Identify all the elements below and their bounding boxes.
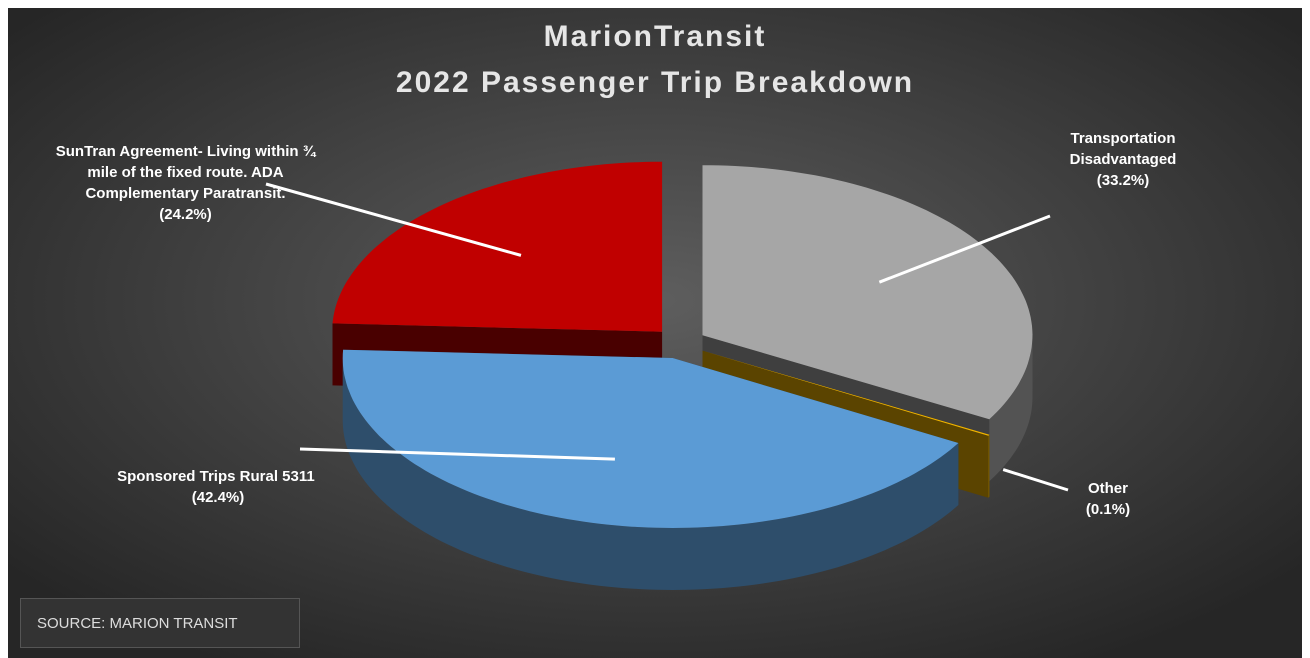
data-label: Transportation Disadvantaged (33.2%) <box>1038 128 1208 191</box>
chart-canvas <box>8 8 1302 658</box>
slice-side <box>989 335 1033 482</box>
leader-line <box>1002 468 1069 492</box>
value-label: (0.1%) <box>1085 501 1131 518</box>
category-label: Sponsored Trips Rural 5311 <box>117 468 315 485</box>
slice <box>332 161 663 332</box>
slice <box>702 165 1033 420</box>
category-label: Transportation Disadvantaged <box>1069 130 1177 168</box>
value-label: (42.4%) <box>191 489 245 506</box>
value-label: (33.2%) <box>1096 172 1150 189</box>
data-label: Other (0.1%) <box>1053 478 1163 520</box>
value-label: (24.2%) <box>159 206 212 223</box>
leader-line <box>299 447 615 461</box>
chart: MarionTransit 2022 Passenger Trip Breakd… <box>8 8 1302 658</box>
chart-subtitle: 2022 Passenger Trip Breakdown <box>395 66 915 99</box>
chart-title: MarionTransit <box>543 20 767 53</box>
slice-side <box>988 434 990 498</box>
data-label: SunTran Agreement- Living within ¾ mile … <box>53 141 318 225</box>
source-note: SOURCE: MARION TRANSIT <box>20 598 300 648</box>
slice <box>702 350 990 436</box>
category-label: SunTran Agreement- Living within ¾ mile … <box>55 143 316 202</box>
category-label: Other <box>1087 480 1128 497</box>
slice-side <box>342 358 959 590</box>
slice <box>342 349 959 590</box>
leader-line <box>878 214 1051 284</box>
leader-line <box>265 182 522 257</box>
data-label: Sponsored Trips Rural 5311 (42.4%) <box>108 466 328 508</box>
slice <box>342 349 959 528</box>
